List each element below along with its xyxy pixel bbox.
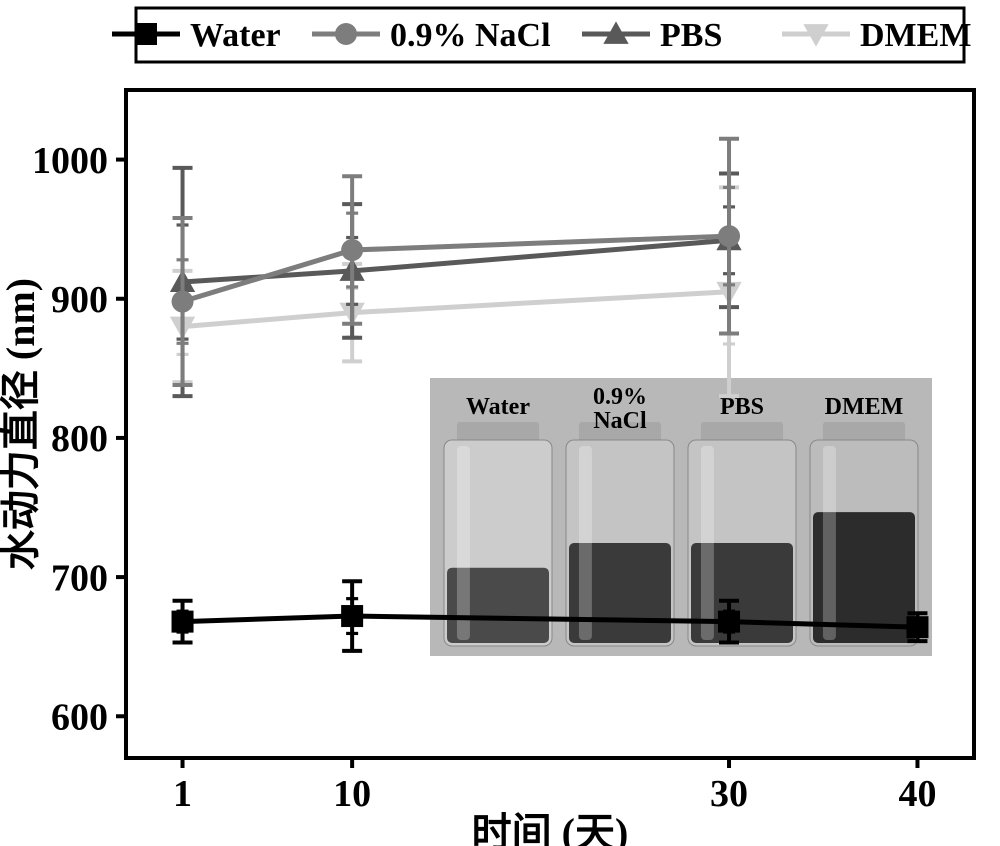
y-axis-label: 水动力直径 (nm)	[0, 278, 43, 570]
x-tick-label: 40	[898, 773, 936, 815]
legend-label: Water	[190, 17, 281, 54]
legend-label: DMEM	[860, 17, 971, 54]
legend-label: PBS	[660, 17, 722, 54]
x-axis-label: 时间 (天)	[472, 810, 629, 846]
inset-vial-label: DMEM	[825, 394, 904, 420]
inset-vial-label: 0.9%	[593, 384, 647, 410]
x-tick-label: 1	[173, 773, 192, 815]
inset-vial-label: NaCl	[593, 408, 647, 434]
y-tick-label: 900	[51, 279, 108, 321]
inset-photo: Water0.9%NaClPBSDMEM	[430, 378, 932, 656]
legend-label: 0.9% NaCl	[390, 17, 551, 54]
y-tick-label: 800	[51, 418, 108, 460]
x-tick-label: 30	[710, 773, 748, 815]
inset-vial-label: Water	[466, 394, 530, 420]
x-tick-label: 10	[333, 773, 371, 815]
hydrodynamic-diameter-chart: 1 10 30 40 600 700 800 900 1000 时间 (天) 水动力直径 (nm) W…	[0, 0, 1000, 846]
y-tick-label: 700	[51, 557, 108, 599]
y-tick-label: 1000	[32, 140, 108, 182]
y-tick-label: 600	[51, 697, 108, 739]
